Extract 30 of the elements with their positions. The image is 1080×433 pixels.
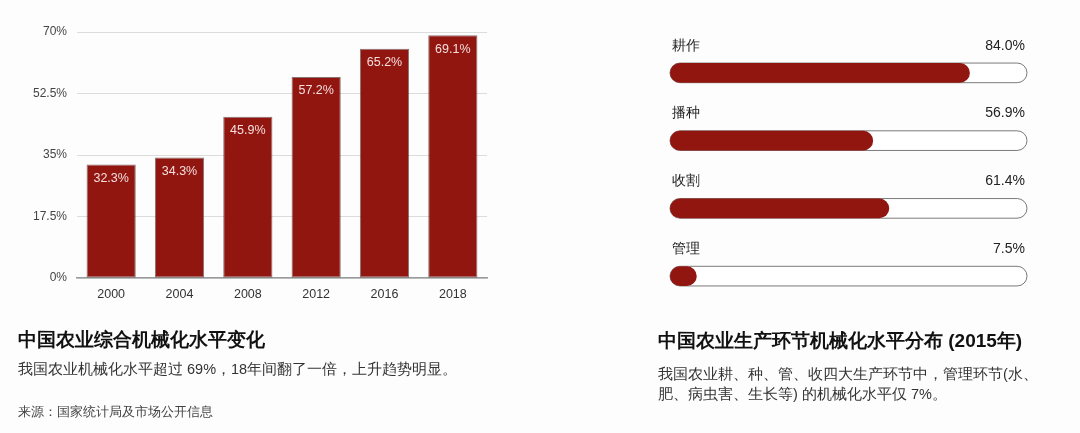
y-tick-label: 35% — [42, 147, 68, 162]
text: 中国农业综合机械化水平变化 — [18, 328, 265, 352]
x-tick-label: 2016 — [370, 286, 399, 301]
text: 中国农业生产环节机械化水平分布 (2015年) — [658, 329, 1023, 353]
y-tick-label: 52.5% — [32, 85, 68, 100]
x-tick-label: 2018 — [438, 286, 467, 301]
y-tick-label: 管理 — [672, 239, 700, 256]
data-label: 61.4% — [985, 172, 1025, 189]
data-label: 84.0% — [985, 36, 1025, 53]
data-label: 65.2% — [366, 55, 403, 70]
source-note: 来源：国家统计局及市场公开信息 — [18, 404, 213, 420]
text: 我国农业机械化水平超过 69%，18年间翻了一倍，上升趋势明显。 — [18, 360, 459, 379]
x-tick-label: 2004 — [165, 286, 194, 301]
text: 我国农业耕、种、管、收四大生产环节中，管理环节(水、肥、病虫害、生长等) 的机械化水平仅 7%。 — [658, 365, 1039, 404]
data-label: 57.2% — [298, 83, 334, 98]
y-tick-label: 17.5% — [32, 208, 68, 223]
y-tick-label: 70% — [42, 24, 68, 39]
y-tick-label: 收割 — [672, 172, 700, 189]
data-label: 34.3% — [161, 163, 198, 178]
y-tick-label: 播种 — [672, 104, 700, 121]
y-tick-label: 0% — [49, 270, 68, 285]
data-label: 32.3% — [93, 170, 129, 185]
x-tick-label: 2008 — [233, 286, 262, 301]
x-tick-label: 2000 — [97, 286, 126, 301]
data-label: 45.9% — [230, 123, 266, 138]
x-tick-label: 2012 — [302, 286, 331, 301]
data-label: 69.1% — [435, 41, 471, 56]
data-label: 56.9% — [985, 104, 1025, 121]
data-label: 7.5% — [993, 239, 1025, 256]
y-tick-label: 耕作 — [672, 36, 700, 53]
